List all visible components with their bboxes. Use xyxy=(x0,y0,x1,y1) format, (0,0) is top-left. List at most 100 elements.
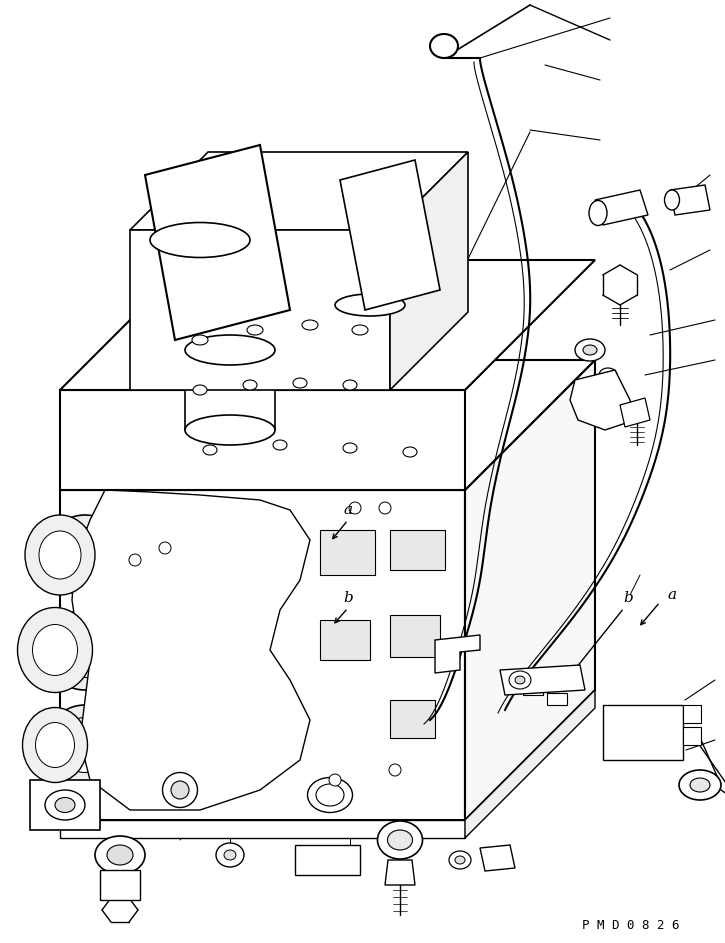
Ellipse shape xyxy=(171,781,189,799)
Polygon shape xyxy=(130,230,390,390)
Ellipse shape xyxy=(293,378,307,388)
Polygon shape xyxy=(60,820,465,838)
Polygon shape xyxy=(390,615,440,657)
Polygon shape xyxy=(547,693,567,705)
Polygon shape xyxy=(145,145,290,340)
Polygon shape xyxy=(523,683,543,695)
Ellipse shape xyxy=(203,445,217,455)
Ellipse shape xyxy=(247,325,263,335)
Ellipse shape xyxy=(599,368,617,382)
Ellipse shape xyxy=(352,325,368,335)
Polygon shape xyxy=(683,727,701,745)
Ellipse shape xyxy=(604,372,612,378)
Polygon shape xyxy=(185,350,275,430)
Ellipse shape xyxy=(129,554,141,566)
Ellipse shape xyxy=(589,201,607,225)
Polygon shape xyxy=(390,530,445,570)
Ellipse shape xyxy=(25,515,95,595)
Polygon shape xyxy=(620,398,650,427)
Text: a: a xyxy=(668,588,676,602)
Ellipse shape xyxy=(316,784,344,806)
Ellipse shape xyxy=(509,671,531,689)
Ellipse shape xyxy=(389,764,401,776)
Polygon shape xyxy=(435,635,480,673)
Polygon shape xyxy=(100,870,140,900)
Ellipse shape xyxy=(343,443,357,453)
Ellipse shape xyxy=(343,380,357,390)
Polygon shape xyxy=(115,369,486,460)
Polygon shape xyxy=(60,490,465,820)
Ellipse shape xyxy=(45,790,85,820)
Ellipse shape xyxy=(192,335,208,345)
Polygon shape xyxy=(500,665,585,695)
Polygon shape xyxy=(335,305,405,375)
Polygon shape xyxy=(60,260,595,390)
Ellipse shape xyxy=(379,502,391,514)
Ellipse shape xyxy=(39,531,81,579)
Ellipse shape xyxy=(335,294,405,316)
Ellipse shape xyxy=(679,770,721,800)
Ellipse shape xyxy=(45,705,125,785)
Ellipse shape xyxy=(193,385,207,395)
Polygon shape xyxy=(465,360,595,820)
Ellipse shape xyxy=(273,440,287,450)
Polygon shape xyxy=(683,705,701,723)
Ellipse shape xyxy=(583,345,597,355)
Ellipse shape xyxy=(57,622,112,677)
Ellipse shape xyxy=(185,415,275,445)
Text: b: b xyxy=(623,591,633,605)
Ellipse shape xyxy=(665,190,679,210)
Ellipse shape xyxy=(449,851,471,869)
Ellipse shape xyxy=(455,856,465,864)
Text: b: b xyxy=(343,591,353,605)
Polygon shape xyxy=(320,620,370,660)
Ellipse shape xyxy=(159,542,171,554)
Ellipse shape xyxy=(387,830,413,850)
Polygon shape xyxy=(130,152,468,230)
Text: P M D 0 8 2 6: P M D 0 8 2 6 xyxy=(582,918,680,932)
Ellipse shape xyxy=(57,527,112,583)
Polygon shape xyxy=(595,190,648,225)
Polygon shape xyxy=(603,705,683,760)
Ellipse shape xyxy=(95,836,145,874)
Ellipse shape xyxy=(45,515,125,595)
Polygon shape xyxy=(30,780,100,830)
Ellipse shape xyxy=(575,339,605,361)
Ellipse shape xyxy=(162,772,197,807)
Ellipse shape xyxy=(329,774,341,786)
Ellipse shape xyxy=(243,380,257,390)
Polygon shape xyxy=(670,185,710,215)
Ellipse shape xyxy=(185,335,275,365)
Polygon shape xyxy=(72,490,310,810)
Polygon shape xyxy=(60,390,465,490)
Polygon shape xyxy=(385,860,415,885)
Polygon shape xyxy=(340,160,440,310)
Ellipse shape xyxy=(107,845,133,865)
Ellipse shape xyxy=(33,624,78,675)
Ellipse shape xyxy=(307,777,352,813)
Polygon shape xyxy=(480,845,515,871)
Polygon shape xyxy=(465,690,595,838)
Ellipse shape xyxy=(430,34,458,58)
Ellipse shape xyxy=(349,502,361,514)
Text: a: a xyxy=(344,503,352,517)
Ellipse shape xyxy=(690,778,710,792)
Ellipse shape xyxy=(17,607,93,692)
Polygon shape xyxy=(570,370,635,430)
Ellipse shape xyxy=(36,722,75,768)
Ellipse shape xyxy=(22,707,88,783)
Ellipse shape xyxy=(403,447,417,457)
Ellipse shape xyxy=(378,821,423,859)
Polygon shape xyxy=(295,845,360,875)
Polygon shape xyxy=(390,152,468,390)
Ellipse shape xyxy=(55,798,75,813)
Ellipse shape xyxy=(216,843,244,867)
Polygon shape xyxy=(60,360,595,490)
Ellipse shape xyxy=(224,850,236,860)
Ellipse shape xyxy=(57,718,112,772)
Polygon shape xyxy=(390,700,435,738)
Ellipse shape xyxy=(302,320,318,330)
Ellipse shape xyxy=(150,223,250,257)
Ellipse shape xyxy=(45,610,125,690)
Polygon shape xyxy=(320,530,375,575)
